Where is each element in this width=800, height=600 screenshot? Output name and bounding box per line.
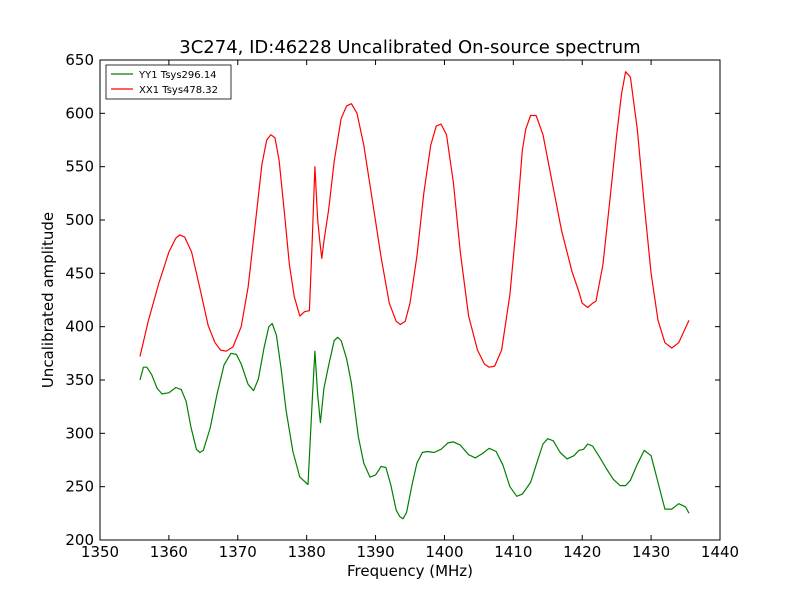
x-tick-label: 1380 bbox=[288, 543, 326, 561]
legend: YY1 Tsys296.14 XX1 Tsys478.32 bbox=[105, 64, 232, 100]
series-layer bbox=[139, 71, 690, 520]
legend-box bbox=[105, 64, 232, 100]
x-tick-label: 1410 bbox=[494, 543, 532, 561]
x-axis-label: Frequency (MHz) bbox=[347, 562, 473, 580]
x-tick-label: 1430 bbox=[632, 543, 670, 561]
y-tick-label: 200 bbox=[65, 531, 94, 549]
y-tick-label: 400 bbox=[65, 318, 94, 336]
y-tick-label: 250 bbox=[65, 478, 94, 496]
x-tick-label: 1390 bbox=[356, 543, 394, 561]
x-tick-label: 1440 bbox=[701, 543, 739, 561]
legend-label-yy1: YY1 Tsys296.14 bbox=[138, 70, 217, 81]
y-tick-label: 500 bbox=[65, 211, 94, 229]
y-tick-label: 450 bbox=[65, 264, 94, 282]
y-tick-label: 350 bbox=[65, 371, 94, 389]
x-tick-label: 1350 bbox=[81, 543, 119, 561]
y-axis: 200 250 300 350 400 450 500 550 600 650 bbox=[65, 51, 720, 549]
x-tick-label: 1370 bbox=[219, 543, 257, 561]
x-tick-label: 1360 bbox=[150, 543, 188, 561]
y-axis-label: Uncalibrated amplitude bbox=[39, 212, 57, 388]
series-line-yy1 bbox=[139, 322, 690, 520]
plot-frame bbox=[99, 59, 721, 541]
y-tick-label: 300 bbox=[65, 424, 94, 442]
y-tick-label: 600 bbox=[65, 104, 94, 122]
y-tick-label: 650 bbox=[65, 51, 94, 69]
chart-title: 3C274, ID:46228 Uncalibrated On-source s… bbox=[179, 37, 640, 58]
x-axis: 1350 1360 1370 1380 1390 1400 1410 1420 1430 1440 bbox=[81, 60, 739, 561]
x-tick-label: 1420 bbox=[563, 543, 601, 561]
x-tick-label: 1400 bbox=[425, 543, 463, 561]
series-line-xx1 bbox=[139, 71, 690, 368]
y-tick-label: 550 bbox=[65, 158, 94, 176]
legend-label-xx1: XX1 Tsys478.32 bbox=[139, 85, 218, 96]
